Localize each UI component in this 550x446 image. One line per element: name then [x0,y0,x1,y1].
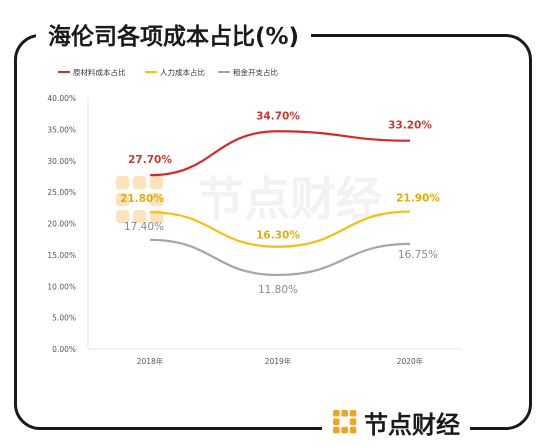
series-lines [149,130,411,277]
data-label: 16.75% [398,249,438,261]
chart-title: 海伦司各项成本占比(%) [48,24,300,50]
logo-dot [341,410,348,417]
x-tick-label: 2019年 [265,356,292,366]
y-tick-label: 20.00% [47,220,76,229]
axes: 0.00% 5.00% 10.00% 15.00% 20.00% 25.00% 30.00%… [47,94,462,366]
watermark-text: 节点财经 [198,172,382,226]
series-line [149,210,411,248]
logo-dot [333,426,340,434]
x-tick-label: 2020年 [397,356,424,366]
y-tick-label: 0.00% [52,345,76,354]
logo-dot [116,193,130,207]
logo-dot [150,193,164,207]
y-tick-label: 25.00% [47,188,76,197]
y-tick-label: 40.00% [47,94,76,103]
data-label: 16.30% [256,230,300,242]
logo-dot [133,210,147,224]
data-labels: 27.70% 34.70% 33.20% 21.80% 16.30% 21.90% 17.4… [120,110,440,296]
data-label: 21.80% [120,193,164,205]
logo-dot [341,426,348,434]
y-tick-label: 10.00% [47,282,76,291]
y-tick-label: 5.00% [52,314,76,323]
logo-dot [133,176,147,190]
logo-dot [116,176,130,190]
series-line [149,238,411,277]
logo-dot [116,210,130,224]
x-tick-label: 2018年 [137,356,164,366]
data-label: 34.70% [256,110,300,122]
footer-logo: 节点财经 [322,405,470,439]
data-label: 33.20% [388,120,432,132]
logo-dot [333,418,340,425]
logo-dot [349,426,357,434]
legend: 原材料成本占比 人力成本占比 租金开支占比 [58,67,278,77]
data-label: 27.70% [128,154,172,166]
brand-logo-icon [333,410,357,434]
logo-dot [333,410,340,417]
legend-label: 人力成本占比 [160,67,205,77]
logo-dot [349,418,357,425]
title-box: 海伦司各项成本占比(%) [36,16,312,52]
logo-dot [150,176,164,190]
legend-label: 租金开支占比 [233,67,278,77]
y-tick-label: 30.00% [47,157,76,166]
footer-brand: 节点财经 [364,410,460,439]
y-tick-label: 35.00% [47,125,76,134]
data-label: 21.90% [396,193,440,205]
legend-label: 原材料成本占比 [73,67,126,77]
data-label: 11.80% [258,284,298,296]
y-tick-label: 15.00% [47,251,76,260]
data-label: 17.40% [124,221,164,233]
logo-dot [349,410,357,417]
series-line [149,130,411,177]
